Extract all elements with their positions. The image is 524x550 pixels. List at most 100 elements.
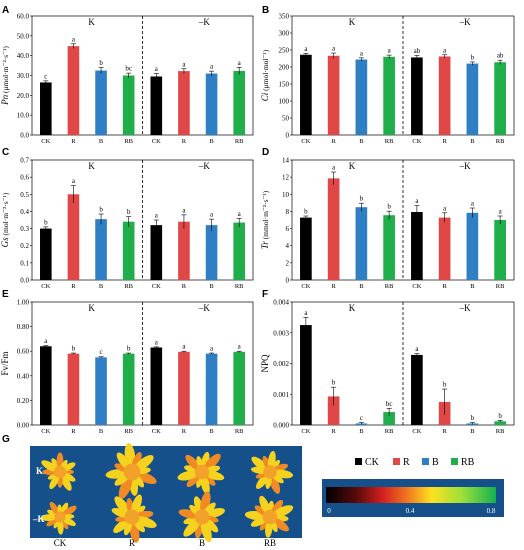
x-tick-label: CK [152, 283, 161, 290]
x-tick-label: RB [496, 428, 505, 435]
y-tick-label: 0.003 [273, 329, 289, 337]
leaf [259, 495, 271, 515]
y-axis-label-variable: Gs [0, 237, 10, 247]
significance-letter: a [72, 177, 76, 185]
bar-ck [40, 82, 52, 135]
y-tick-label: 350 [279, 13, 290, 21]
leaf [177, 470, 199, 481]
x-tick-label: RB [124, 138, 133, 145]
bar-ck [411, 212, 423, 280]
x-tick-label: R [442, 283, 447, 290]
significance-letter: ab [497, 52, 504, 60]
bar-b [205, 225, 218, 280]
y-tick-label: 50 [282, 115, 290, 123]
x-tick-label: B [359, 428, 364, 435]
leaf [60, 474, 72, 491]
bar-ck [150, 347, 163, 425]
x-tick-label: R [71, 283, 76, 290]
bar-ck [300, 325, 312, 425]
significance-letter: a [182, 343, 186, 351]
y-tick-label: 0.40 [17, 372, 30, 380]
x-tick-label: RB [385, 138, 394, 145]
leaf [135, 516, 157, 528]
col-label-r: R [129, 538, 135, 548]
significance-letter: a [238, 210, 242, 218]
group-label-k: K [349, 17, 356, 27]
y-axis-label-variable: Pn [0, 94, 10, 105]
col-label-b: B [199, 538, 205, 548]
leaf [204, 470, 225, 481]
bar-rb [383, 215, 395, 280]
y-tick-label: 0 [286, 132, 290, 140]
x-tick-label: R [331, 138, 336, 145]
significance-letter: a [443, 204, 447, 212]
group-label-minus-k: –K [459, 17, 472, 27]
bar-r [327, 55, 340, 135]
bar-r [438, 217, 451, 280]
significance-letter: b [498, 412, 502, 420]
x-tick-label: CK [301, 283, 310, 290]
x-tick-label: B [99, 428, 104, 435]
y-tick-label: 10 [282, 191, 290, 199]
significance-letter: a [182, 206, 186, 214]
x-tick-label: B [359, 138, 364, 145]
x-tick-label: RB [235, 428, 244, 435]
bar-r [438, 56, 451, 135]
bar-rb [233, 222, 245, 280]
significance-letter: a [210, 345, 214, 353]
plant-rosette [178, 491, 225, 543]
leaf [134, 455, 154, 471]
y-tick-label: 250 [279, 47, 290, 55]
x-tick-label: RB [235, 138, 244, 145]
chart-panel-c: 0.0 0.1 0.2 0.3 0.4 0.5 0.6 0.7 Gs (mol·m⁻²·s⁻¹)… [0, 157, 254, 290]
y-tick-label: 4 [286, 242, 290, 250]
significance-letter: c [44, 72, 47, 80]
leaf [185, 454, 201, 471]
legend-swatch-r [393, 458, 400, 465]
bar-ck [40, 228, 52, 280]
bar-r [178, 351, 190, 425]
x-tick-label: RB [235, 283, 244, 290]
rosette-center [53, 465, 67, 479]
significance-letter: a [360, 49, 364, 57]
x-tick-label: R [331, 283, 336, 290]
significance-letter: a [304, 309, 308, 317]
x-tick-label: B [359, 283, 364, 290]
group-label-minus-k: –K [198, 161, 211, 171]
significance-letter: a [44, 337, 48, 345]
y-tick-label: 0 [286, 277, 290, 285]
significance-letter: a [415, 197, 419, 205]
x-tick-label: CK [412, 283, 421, 290]
significance-letter: b [99, 59, 103, 67]
significance-letter: b [99, 206, 103, 214]
leaf [49, 501, 60, 516]
x-tick-label: CK [41, 428, 50, 435]
y-tick-label: 10.0 [17, 112, 30, 120]
y-axis-label-unit: (mmol·m⁻²·s⁻¹) [261, 190, 270, 241]
rosette-center [194, 509, 210, 525]
bar-r [67, 46, 80, 135]
leaf [204, 508, 225, 519]
significance-letter: b [44, 218, 48, 226]
row-label-minus-k: –K [32, 514, 45, 524]
y-tick-label: 0.60 [17, 348, 30, 356]
significance-letter: c [100, 348, 103, 356]
x-tick-label: R [182, 138, 187, 145]
significance-letter: a [332, 45, 336, 53]
bar-b [205, 353, 218, 425]
bar-r [67, 194, 80, 280]
y-tick-label: 0.0 [20, 132, 29, 140]
chart-panel-a: 0.0 10.0 20.0 30.0 40.0 50.0 60.0 Pn (μmol·m⁻²·… [0, 13, 254, 145]
bar-b [355, 59, 368, 135]
bar-r [178, 71, 190, 135]
bar-rb [233, 351, 245, 425]
y-tick-label: 1.00 [17, 299, 30, 307]
x-tick-label: RB [496, 283, 505, 290]
significance-letter: a [443, 46, 447, 54]
rosette-center [263, 465, 277, 479]
x-tick-label: R [182, 283, 187, 290]
bar-ck [411, 354, 423, 425]
bar-b [95, 219, 107, 280]
leaf [183, 518, 201, 537]
